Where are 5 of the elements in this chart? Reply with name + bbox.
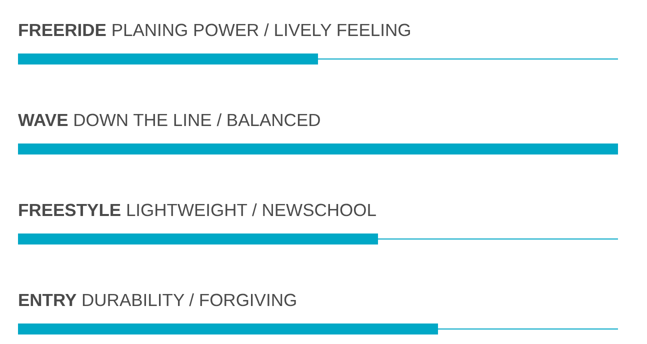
y-tick-label: FREESTYLE LIGHTWEIGHT / NEWSCHOOL [18, 200, 377, 220]
y-tick-label: ENTRY DURABILITY / FORGIVING [18, 290, 298, 310]
bar [18, 144, 618, 154]
y-tick-label: WAVE DOWN THE LINE / BALANCED [18, 110, 321, 130]
y-tick-label: FREERIDE PLANING POWER / LIVELY FEELING [18, 20, 412, 40]
